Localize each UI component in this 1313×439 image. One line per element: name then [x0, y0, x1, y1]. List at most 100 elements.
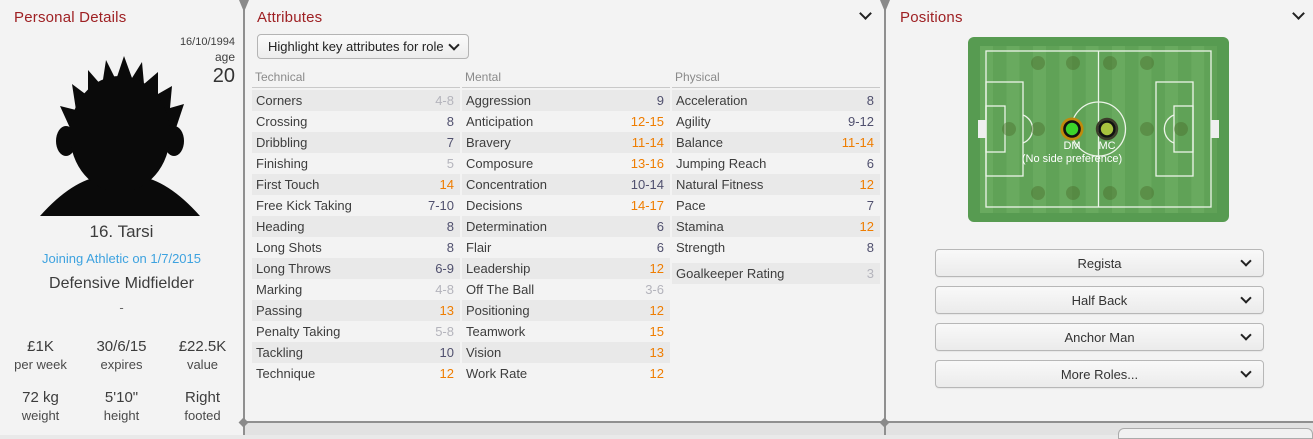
personal-fact: 5'10" height	[81, 389, 162, 423]
attribute-label: Agility	[676, 114, 711, 129]
attribute-value: 10	[439, 345, 454, 360]
personal-facts: £1K per week 30/6/15 expires £22.5K value 72 k…	[0, 338, 243, 423]
vertical-divider-left[interactable]	[239, 0, 249, 435]
attribute-label: Determination	[466, 219, 547, 234]
vertical-divider-right[interactable]	[880, 0, 890, 435]
attribute-value: 9-12	[847, 114, 874, 129]
attributes-panel: Attributes Highlight key attributes for …	[245, 0, 884, 422]
player-photo-silhouette	[40, 56, 200, 216]
primary-position-dot	[1060, 117, 1084, 141]
attribute-value: 11-14	[631, 135, 664, 150]
attribute-value: 11-14	[841, 135, 874, 150]
birth-date: 16/10/1994	[179, 36, 235, 48]
personal-fact: 72 kg weight	[0, 389, 81, 423]
attribute-row: Free Kick Taking 7-10	[252, 195, 460, 216]
attribute-row: Heading 8	[252, 216, 460, 237]
attribute-label: Acceleration	[676, 93, 748, 108]
attribute-label: Technique	[256, 366, 316, 381]
attribute-value: 8	[446, 240, 454, 255]
highlight-role-dropdown[interactable]: Highlight key attributes for role	[257, 34, 469, 59]
attribute-row: Finishing 5	[252, 153, 460, 174]
fact-label: value	[186, 357, 219, 372]
attribute-label: Penalty Taking	[256, 324, 341, 339]
attribute-value: 8	[866, 240, 874, 255]
fact-label: height	[103, 408, 140, 423]
fact-value: 72 kg	[22, 389, 59, 406]
role-button-more-roles[interactable]: More Roles...	[935, 360, 1264, 388]
attribute-row: Concentration 10-14	[462, 174, 670, 195]
attribute-label: Composure	[466, 156, 534, 171]
fact-value: 30/6/15	[96, 338, 147, 355]
positions-collapse-chevron-down-icon[interactable]	[1292, 7, 1305, 20]
attribute-row: Aggression 9	[462, 90, 670, 111]
attribute-row: Work Rate 12	[462, 363, 670, 384]
attribute-row: Off The Ball 3-6	[462, 279, 670, 300]
pitch-map: DM MC (No side preference)	[968, 37, 1229, 222]
attribute-label: Off The Ball	[466, 282, 535, 297]
attribute-value: 7-10	[427, 198, 454, 213]
role-button-half-back[interactable]: Half Back	[935, 286, 1264, 314]
player-position: Defensive Midfielder	[49, 275, 194, 292]
attribute-row: First Touch 14	[252, 174, 460, 195]
attribute-value: 8	[446, 219, 454, 234]
primary-position-label: DM	[1063, 140, 1080, 152]
role-buttons: Regista Half Back Anchor Man More Roles...	[935, 249, 1264, 397]
attribute-value: 12	[649, 366, 664, 381]
attribute-group-header: Mental	[462, 70, 670, 88]
age-value: 20	[212, 65, 235, 87]
attribute-label: Flair	[466, 240, 492, 255]
attribute-label: Decisions	[466, 198, 523, 213]
attribute-value: 8	[446, 114, 454, 129]
attribute-label: Teamwork	[466, 324, 526, 339]
attribute-value: 6	[656, 219, 664, 234]
attribute-label: Bravery	[466, 135, 511, 150]
fact-value: £1K	[27, 338, 54, 355]
attribute-label: Work Rate	[466, 366, 528, 381]
attribute-value: 12	[859, 219, 874, 234]
attribute-label: Dribbling	[256, 135, 308, 150]
attribute-value: 12	[439, 366, 454, 381]
attribute-row: Composure 13-16	[462, 153, 670, 174]
secondary-position-dot	[1095, 117, 1119, 141]
attribute-columns: Technical Corners 4-8 Crossing 8 Dribbling 7 Fi…	[252, 70, 880, 384]
fact-label: per week	[14, 357, 67, 372]
secondary-position: -	[119, 300, 124, 315]
attribute-label: Marking	[256, 282, 303, 297]
attribute-row: Passing 13	[252, 300, 460, 321]
attributes-collapse-chevron-down-icon[interactable]	[859, 7, 872, 20]
attribute-label: Tackling	[256, 345, 303, 360]
positions-panel: Positions	[886, 0, 1313, 422]
pitch-stripes	[980, 46, 1217, 213]
attribute-value: 12	[649, 303, 664, 318]
attribute-row: Bravery 11-14	[462, 132, 670, 153]
attribute-value: 8	[866, 93, 874, 108]
fact-label: expires	[100, 357, 143, 372]
attribute-row: Anticipation 12-15	[462, 111, 670, 132]
chevron-down-icon	[1240, 366, 1252, 378]
attribute-label: Positioning	[466, 303, 530, 318]
attribute-value: 13	[649, 345, 664, 360]
role-button-anchor-man[interactable]: Anchor Man	[935, 323, 1264, 351]
role-button-label: Anchor Man	[1064, 329, 1135, 345]
attribute-label: Passing	[256, 303, 303, 318]
attribute-row: Technique 12	[252, 363, 460, 384]
attribute-row: Jumping Reach 6	[672, 153, 880, 174]
personal-details-title: Personal Details	[14, 9, 127, 26]
attribute-label: Leadership	[466, 261, 531, 276]
horizontal-divider[interactable]	[243, 421, 1313, 423]
positions-title: Positions	[900, 9, 963, 26]
attribute-row: Natural Fitness 12	[672, 174, 880, 195]
attribute-value: 6	[866, 156, 874, 171]
birth-info: 16/10/1994 age 20	[180, 36, 235, 88]
attribute-value: 13	[439, 303, 454, 318]
secondary-position-label: MC	[1098, 140, 1115, 152]
attribute-group-technical: Technical Corners 4-8 Crossing 8 Dribbling 7 Fi…	[252, 70, 460, 384]
attribute-row: Positioning 12	[462, 300, 670, 321]
attribute-group-mental: Mental Aggression 9 Anticipation 12-15 Braver…	[462, 70, 670, 384]
role-button-regista[interactable]: Regista	[935, 249, 1264, 277]
attribute-row: Stamina 12	[672, 216, 880, 237]
attribute-value: 9	[656, 93, 664, 108]
role-button-label: Half Back	[1071, 292, 1128, 308]
attribute-label: Heading	[256, 219, 305, 234]
attribute-label: Pace	[676, 198, 706, 213]
